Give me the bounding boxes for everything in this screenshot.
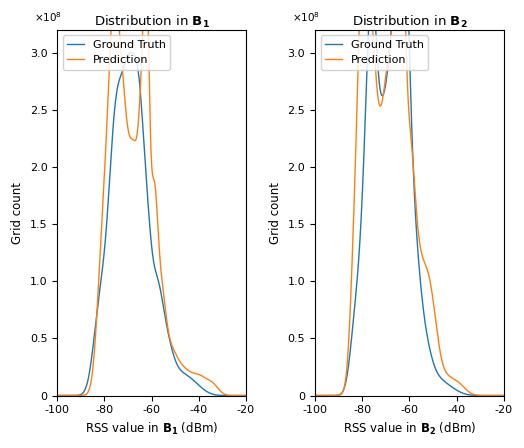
X-axis label: RSS value in $\mathbf{B_1}$ (dBm): RSS value in $\mathbf{B_1}$ (dBm)	[85, 421, 218, 437]
Title: Distribution in $\mathbf{B_1}$: Distribution in $\mathbf{B_1}$	[94, 13, 210, 30]
Text: $\times10^8$: $\times10^8$	[292, 11, 321, 25]
Y-axis label: Grid count: Grid count	[11, 181, 24, 244]
Y-axis label: Grid count: Grid count	[269, 181, 282, 244]
Legend: Ground Truth, Prediction: Ground Truth, Prediction	[63, 35, 170, 70]
Text: $\times10^8$: $\times10^8$	[35, 11, 62, 25]
Legend: Ground Truth, Prediction: Ground Truth, Prediction	[321, 35, 428, 70]
X-axis label: RSS value in $\mathbf{B_2}$ (dBm): RSS value in $\mathbf{B_2}$ (dBm)	[343, 421, 476, 437]
Title: Distribution in $\mathbf{B_2}$: Distribution in $\mathbf{B_2}$	[352, 13, 467, 30]
